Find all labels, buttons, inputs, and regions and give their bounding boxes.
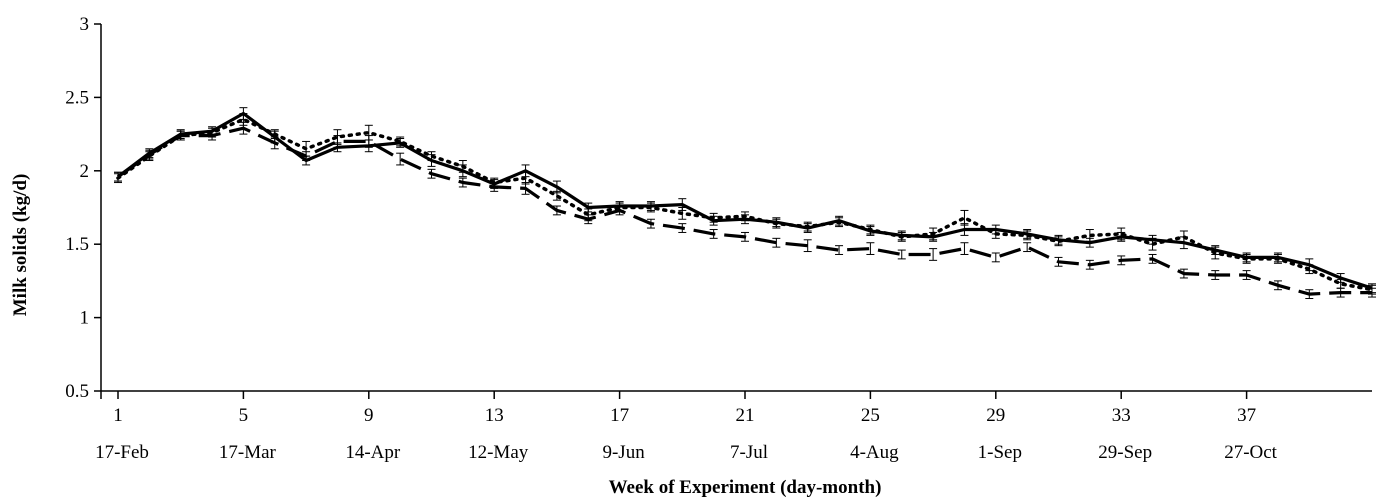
x-tick-label-date: 27-Oct xyxy=(1224,442,1277,463)
x-tick-label-week: 5 xyxy=(239,405,249,426)
y-tick-label: 1 xyxy=(80,308,90,329)
x-tick-label-week: 17 xyxy=(610,405,629,426)
series-solid xyxy=(114,107,1376,294)
x-tick-label-week: 37 xyxy=(1237,405,1256,426)
x-tick-label-date: 14-Apr xyxy=(345,442,401,463)
x-tick-label-date: 29-Sep xyxy=(1098,442,1152,463)
series-line-dashed xyxy=(117,126,1372,296)
x-tick-label-date: 17-Mar xyxy=(219,442,277,463)
x-tick-label-date: 12-May xyxy=(468,442,529,463)
x-tick-label-date: 17-Feb xyxy=(95,442,149,463)
series-line-solid xyxy=(117,111,1373,290)
y-tick-label: 2.5 xyxy=(65,87,89,108)
y-tick-label: 1.5 xyxy=(65,234,89,255)
x-tick-label-week: 25 xyxy=(861,405,880,426)
x-tick-label-week: 33 xyxy=(1112,405,1131,426)
x-tick-label-date: 7-Jul xyxy=(730,442,768,463)
y-tick-label: 3 xyxy=(80,14,90,35)
y-axis-title: Milk solids (kg/d) xyxy=(10,174,31,317)
series-layer xyxy=(114,107,1376,300)
y-tick-label: 2 xyxy=(80,161,90,182)
y-tick-label: 0.5 xyxy=(65,381,89,402)
axes: 0.5 1 1.5 2 2.5 3 1 17-Feb 5 17-Mar 9 14-Apr 13 12-Ma… xyxy=(65,14,1372,463)
x-tick-label-week: 29 xyxy=(986,405,1005,426)
x-tick-label-week: 13 xyxy=(485,405,504,426)
series-dotted xyxy=(114,113,1376,295)
x-tick-label-week: 9 xyxy=(364,405,374,426)
x-tick-label-week: 1 xyxy=(113,405,123,426)
series-line-dotted xyxy=(116,117,1374,292)
x-tick-label-date: 1-Sep xyxy=(978,442,1022,463)
x-tick-label-week: 21 xyxy=(736,405,755,426)
x-tick-label-date: 4-Aug xyxy=(850,442,899,463)
series-dashed xyxy=(114,121,1376,300)
x-tick-label-date: 9-Jun xyxy=(602,442,645,463)
x-axis-title: Week of Experiment (day-month) xyxy=(609,477,882,498)
